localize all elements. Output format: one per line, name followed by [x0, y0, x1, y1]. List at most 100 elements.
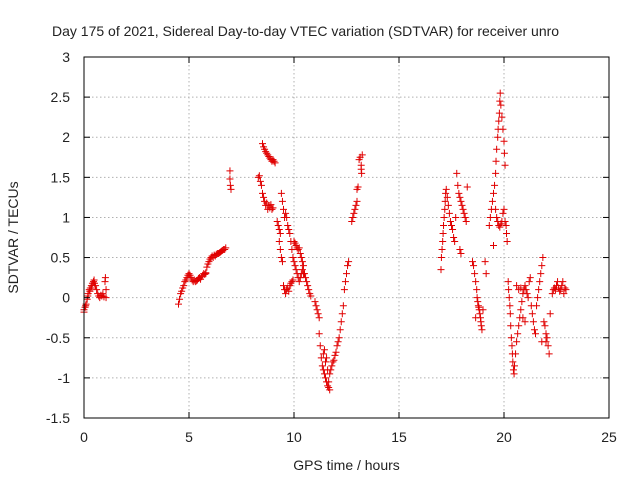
- data-point: [331, 351, 339, 359]
- data-point: [499, 209, 507, 217]
- data-point: [472, 278, 480, 286]
- data-point: [461, 213, 469, 221]
- data-point: [537, 270, 545, 278]
- data-point: [446, 217, 454, 225]
- data-point: [474, 298, 482, 306]
- data-point: [493, 213, 501, 221]
- data-point: [296, 250, 304, 258]
- data-point: [333, 342, 341, 350]
- data-point: [542, 330, 550, 338]
- data-point: [276, 246, 284, 254]
- y-tick-label: 1: [62, 209, 70, 225]
- data-point: [523, 290, 531, 298]
- data-point: [226, 167, 234, 175]
- data-point: [545, 350, 553, 358]
- data-point: [315, 330, 323, 338]
- data-point: [460, 209, 468, 217]
- data-point: [101, 274, 109, 282]
- data-point: [441, 197, 449, 205]
- data-point: [358, 151, 366, 159]
- x-tick-labels: 0 5 10 15 20 25: [80, 429, 617, 445]
- data-point: [443, 193, 451, 201]
- data-point: [286, 229, 294, 237]
- y-tick-label: 0: [62, 290, 70, 306]
- data-point: [453, 169, 461, 177]
- data-point: [273, 217, 281, 225]
- data-point: [328, 362, 336, 370]
- data-point: [340, 286, 348, 294]
- data-point: [533, 302, 541, 310]
- data-point: [542, 338, 550, 346]
- data-point: [469, 258, 476, 266]
- data-point: [292, 266, 300, 274]
- data-point: [271, 159, 279, 167]
- tick-marks: [83, 56, 610, 419]
- data-point: [358, 169, 366, 177]
- data-point: [332, 348, 340, 356]
- data-point: [203, 263, 211, 271]
- data-point: [503, 229, 511, 237]
- data-point: [283, 213, 291, 221]
- data-point: [269, 204, 277, 212]
- data-point: [288, 246, 296, 254]
- data-point: [325, 378, 333, 386]
- data-point: [529, 318, 537, 326]
- data-point: [476, 310, 484, 318]
- data-point: [492, 169, 500, 177]
- data-point: [336, 326, 344, 334]
- data-point: [509, 358, 517, 366]
- data-point: [227, 185, 235, 193]
- data-point: [90, 276, 98, 284]
- data-point: [285, 225, 293, 233]
- data-point: [335, 334, 343, 342]
- data-point: [449, 225, 457, 233]
- data-point: [517, 306, 525, 314]
- data-point: [444, 201, 452, 209]
- data-point: [102, 286, 110, 294]
- y-tick-label: 2.5: [51, 89, 71, 105]
- data-point: [524, 294, 532, 302]
- data-point: [538, 262, 546, 270]
- data-point: [278, 197, 286, 205]
- data-point: [494, 133, 502, 141]
- data-point: [490, 189, 497, 197]
- data-point: [458, 201, 466, 209]
- data-point: [544, 342, 552, 350]
- data-point: [311, 298, 319, 306]
- data-point: [276, 229, 284, 237]
- data-point: [506, 310, 514, 318]
- data-point: [495, 117, 503, 125]
- data-point: [504, 278, 512, 286]
- data-point: [278, 258, 286, 266]
- y-tick-label: -1.5: [46, 410, 70, 426]
- data-point: [275, 225, 283, 233]
- data-point: [496, 97, 504, 105]
- data-point: [455, 189, 463, 197]
- y-tick-labels: -1.5 -1 -0.5 0 0.5 1 1.5 2 2.5 3: [46, 49, 70, 426]
- data-point: [282, 209, 290, 217]
- data-point: [490, 242, 497, 250]
- data-point: [256, 177, 264, 185]
- data-point: [456, 246, 464, 254]
- data-point: [450, 234, 458, 241]
- data-point: [350, 209, 358, 217]
- data-point: [477, 322, 485, 330]
- data-point: [530, 326, 538, 334]
- data-point: [290, 258, 298, 266]
- y-tick-label: -0.5: [46, 330, 70, 346]
- y-tick-label: 1.5: [51, 169, 71, 185]
- y-tick-label: 0.5: [51, 250, 71, 266]
- data-point: [488, 197, 496, 205]
- y-tick-label: -1: [58, 370, 71, 386]
- data-point: [518, 298, 526, 306]
- data-point: [493, 145, 501, 153]
- data-point: [354, 183, 362, 191]
- data-point: [515, 286, 523, 294]
- data-point: [352, 201, 360, 209]
- data-point: [511, 362, 518, 370]
- data-point: [559, 278, 567, 286]
- data-point: [472, 314, 480, 322]
- data-point: [259, 189, 266, 197]
- data-point: [226, 175, 234, 183]
- data-point: [299, 262, 307, 270]
